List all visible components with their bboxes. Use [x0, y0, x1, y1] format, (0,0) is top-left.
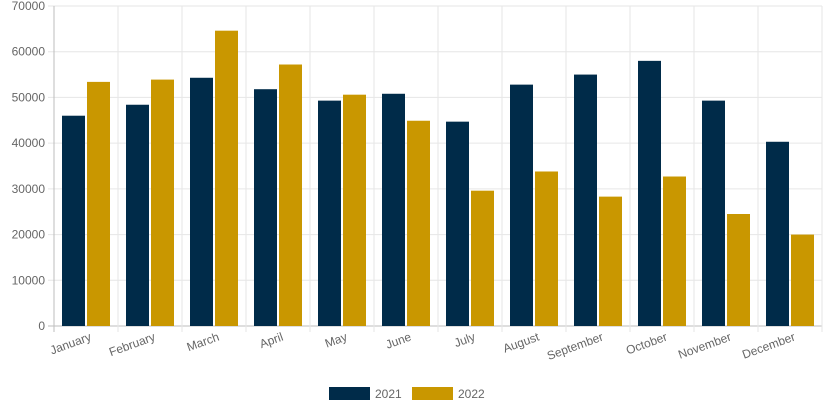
bar-2021-june[interactable]: [382, 93, 405, 327]
x-tick-label-january: January: [48, 330, 93, 358]
bar-2022-september[interactable]: [599, 196, 622, 326]
bar-2022-december[interactable]: [791, 234, 814, 326]
legend-item-2022[interactable]: 2022: [412, 387, 485, 401]
y-tick-label: 40000: [12, 136, 46, 150]
x-tick-label-october: October: [624, 330, 669, 358]
legend-swatch: [329, 387, 370, 400]
y-tick-label: 30000: [12, 182, 46, 196]
x-tick-label-november: November: [676, 330, 733, 362]
bar-2022-march[interactable]: [215, 30, 238, 326]
x-tick-label-august: August: [501, 329, 542, 355]
y-axis: 0 10000 20000 30000 40000 50000 60000 70000: [12, 0, 46, 333]
bars: [62, 30, 814, 327]
bar-2021-august[interactable]: [510, 84, 533, 326]
bar-2022-may[interactable]: [343, 94, 366, 326]
x-tick-label-december: December: [740, 330, 797, 362]
x-axis: January February March April May June July Augu…: [48, 329, 797, 362]
x-tick-label-march: March: [185, 330, 221, 355]
bar-2021-september[interactable]: [574, 74, 597, 326]
bar-2022-august[interactable]: [535, 171, 558, 326]
bar-2022-november[interactable]: [727, 214, 750, 326]
legend[interactable]: 2021 2022: [329, 387, 485, 401]
legend-swatch: [412, 387, 453, 400]
bar-2022-june[interactable]: [407, 120, 430, 326]
bar-2021-april[interactable]: [254, 89, 277, 326]
bar-2021-november[interactable]: [702, 100, 725, 326]
bar-2021-january[interactable]: [62, 115, 85, 326]
legend-label: 2021: [375, 387, 402, 401]
bar-2022-january[interactable]: [87, 81, 110, 326]
bar-2021-february[interactable]: [126, 104, 149, 326]
x-tick-label-may: May: [323, 330, 349, 351]
x-tick-label-april: April: [258, 330, 285, 351]
bar-2022-february[interactable]: [151, 79, 174, 326]
bar-2022-april[interactable]: [279, 64, 302, 326]
y-tick-label: 20000: [12, 228, 46, 242]
bar-2021-march[interactable]: [190, 77, 213, 327]
x-tick-label-september: September: [545, 330, 605, 363]
y-tick-label: 60000: [12, 45, 46, 59]
bar-2021-december[interactable]: [766, 141, 789, 326]
bar-2021-may[interactable]: [318, 100, 341, 326]
bar-2021-october[interactable]: [638, 60, 661, 326]
y-tick-label: 70000: [12, 0, 46, 13]
y-tick-label: 0: [38, 319, 45, 333]
x-tick-label-june: June: [384, 330, 414, 352]
y-tick-label: 10000: [12, 273, 46, 287]
legend-label: 2022: [458, 387, 485, 401]
x-tick-label-july: July: [452, 330, 477, 350]
x-tick-label-february: February: [107, 330, 157, 360]
grid-lines: [48, 5, 823, 332]
bar-2022-july[interactable]: [471, 190, 494, 326]
legend-item-2021[interactable]: 2021: [329, 387, 402, 401]
bar-2022-october[interactable]: [663, 176, 686, 326]
y-tick-label: 50000: [12, 90, 46, 104]
bar-2021-july[interactable]: [446, 121, 469, 327]
